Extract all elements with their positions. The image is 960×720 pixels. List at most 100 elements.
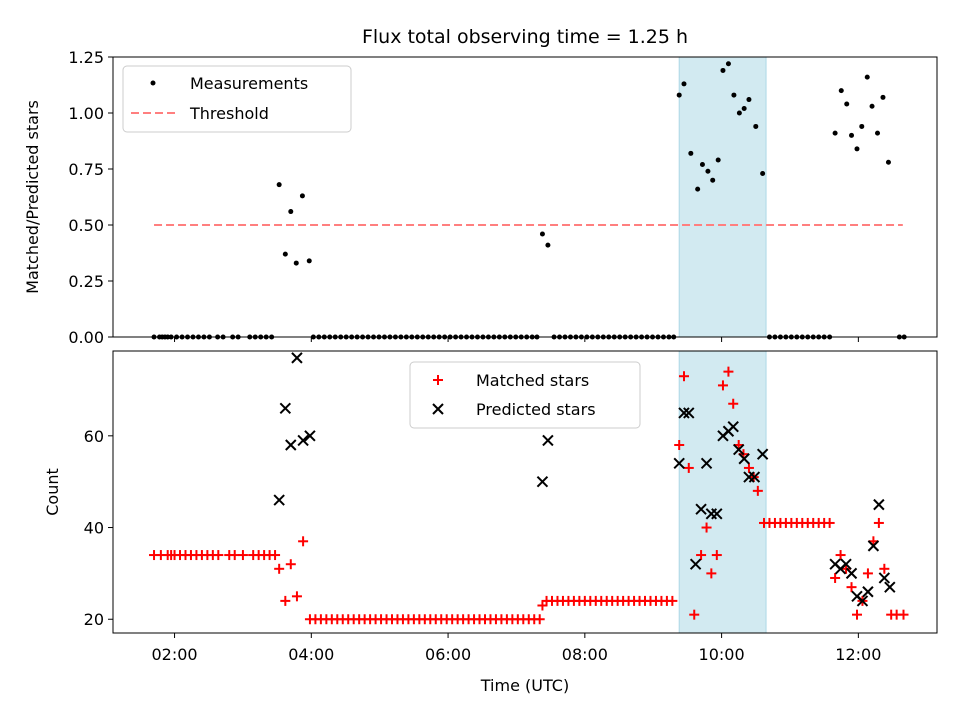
count-legend: Matched stars Predicted stars (409, 361, 641, 429)
measurement-point (288, 209, 294, 215)
matched-star-point (696, 550, 707, 561)
matched-star-point (862, 568, 873, 579)
predicted-star-point (727, 420, 739, 433)
count-panel-frame (112, 350, 938, 634)
predicted-star-point (862, 586, 874, 598)
measurement-point (293, 260, 299, 266)
matched-star-point (298, 536, 309, 547)
measurement-point (681, 81, 687, 87)
measurement-point (838, 88, 844, 94)
predicted-star-point (304, 430, 316, 442)
x-tick-label: 08:00 (562, 645, 608, 664)
x-tick-label: 12:00 (835, 645, 881, 664)
x-tick-label: 10:00 (699, 645, 745, 664)
count-legend-box (409, 361, 641, 429)
legend-predicted-marker (432, 403, 444, 415)
predicted-star-point (297, 434, 309, 447)
measurement-point (699, 162, 705, 168)
matched-star-point (678, 371, 689, 382)
matched-star-point (667, 595, 678, 606)
predicted-star-point (678, 407, 690, 419)
matched-star-point (274, 563, 285, 574)
ratio-y-axis-label: Matched/Predicted stars (23, 100, 42, 294)
measurement-point (539, 231, 545, 237)
measurement-point (725, 61, 731, 67)
measurement-point (832, 130, 838, 136)
measurement-point (710, 177, 716, 183)
ratio-legend-box (122, 65, 352, 133)
count-panel: 20 40 60 02:00 04:00 06:00 08:00 10:00 12:00 Cou… (43, 350, 938, 695)
matched-star-point (237, 550, 248, 561)
matched-star-point (879, 563, 890, 574)
measurement-point (741, 106, 747, 112)
measurement-point (306, 258, 312, 264)
measurement-point (844, 101, 850, 107)
measurement-point (736, 110, 742, 116)
matched-star-point (846, 582, 857, 593)
measurement-points (151, 61, 907, 340)
predicted-star-point (873, 498, 885, 511)
matched-star-point (213, 550, 224, 561)
predicted-star-point (756, 448, 769, 460)
matched-star-point (270, 550, 281, 561)
measurement-point (688, 150, 694, 156)
highlight-span-bottom (678, 350, 767, 634)
predicted-star-point (273, 494, 285, 506)
measurement-point (753, 123, 759, 129)
matched-star-point (824, 517, 835, 528)
x-tick-label: 02:00 (151, 645, 197, 664)
matched-star-point (291, 591, 302, 602)
measurement-point (720, 67, 726, 73)
matched-star-point (674, 440, 685, 450)
predicted-star-point (542, 434, 554, 447)
legend-threshold-label: Threshold (189, 104, 269, 123)
matched-star-point (723, 366, 734, 377)
x-axis-label: Time (UTC) (480, 676, 569, 695)
predicted-star-point (884, 581, 896, 593)
measurement-point (849, 132, 855, 138)
count-axis-ticks: 20 40 60 02:00 04:00 06:00 08:00 10:00 12:00 (84, 427, 882, 664)
measurement-point (875, 130, 881, 136)
measurement-point (760, 170, 766, 176)
predicted-star-point (536, 475, 549, 488)
measurement-point (864, 74, 870, 80)
measurement-point (705, 168, 711, 174)
matched-star-point (285, 559, 296, 570)
ratio-y-tick-label: 1.00 (68, 104, 104, 123)
matched-star-point (683, 462, 694, 473)
matched-star-point (280, 595, 291, 606)
measurement-point (545, 242, 551, 248)
matched-star-point (851, 609, 862, 620)
predicted-star-point (279, 402, 292, 415)
matched-star-point (728, 398, 739, 409)
measurement-point (715, 157, 721, 163)
matched-star-point (743, 462, 754, 473)
legend-measurements-marker (150, 80, 156, 86)
matched-star-point (898, 609, 909, 620)
predicted-star-point (856, 595, 869, 607)
measurement-point (854, 146, 860, 152)
matched-star-point (711, 550, 722, 561)
measurement-point (695, 186, 701, 192)
predicted-star-point (878, 572, 891, 584)
ratio-y-tick-label: 1.25 (68, 48, 104, 67)
matched-star-points (149, 366, 909, 625)
measurement-point (880, 94, 886, 100)
matched-star-point (752, 485, 763, 496)
predicted-star-point (285, 439, 297, 451)
count-y-axis-label: Count (43, 468, 62, 516)
measurement-point (276, 182, 282, 188)
predicted-star-points (273, 352, 896, 607)
matched-star-point (830, 572, 841, 583)
measurement-point (731, 92, 737, 98)
measurement-point (885, 159, 891, 165)
measurement-point (869, 103, 875, 109)
matched-star-point (689, 609, 700, 620)
count-y-tick-label: 40 (84, 519, 104, 538)
predicted-star-point (291, 352, 303, 364)
ratio-panel: 0.00 0.25 0.50 0.75 1.00 1.25 Matched/Predict… (23, 48, 938, 347)
ratio-y-tick-label: 0.50 (68, 216, 104, 235)
measurement-point (746, 97, 752, 103)
ratio-axis-ticks: 0.00 0.25 0.50 0.75 1.00 1.25 (68, 48, 859, 347)
ratio-legend: Measurements Threshold (122, 65, 352, 133)
